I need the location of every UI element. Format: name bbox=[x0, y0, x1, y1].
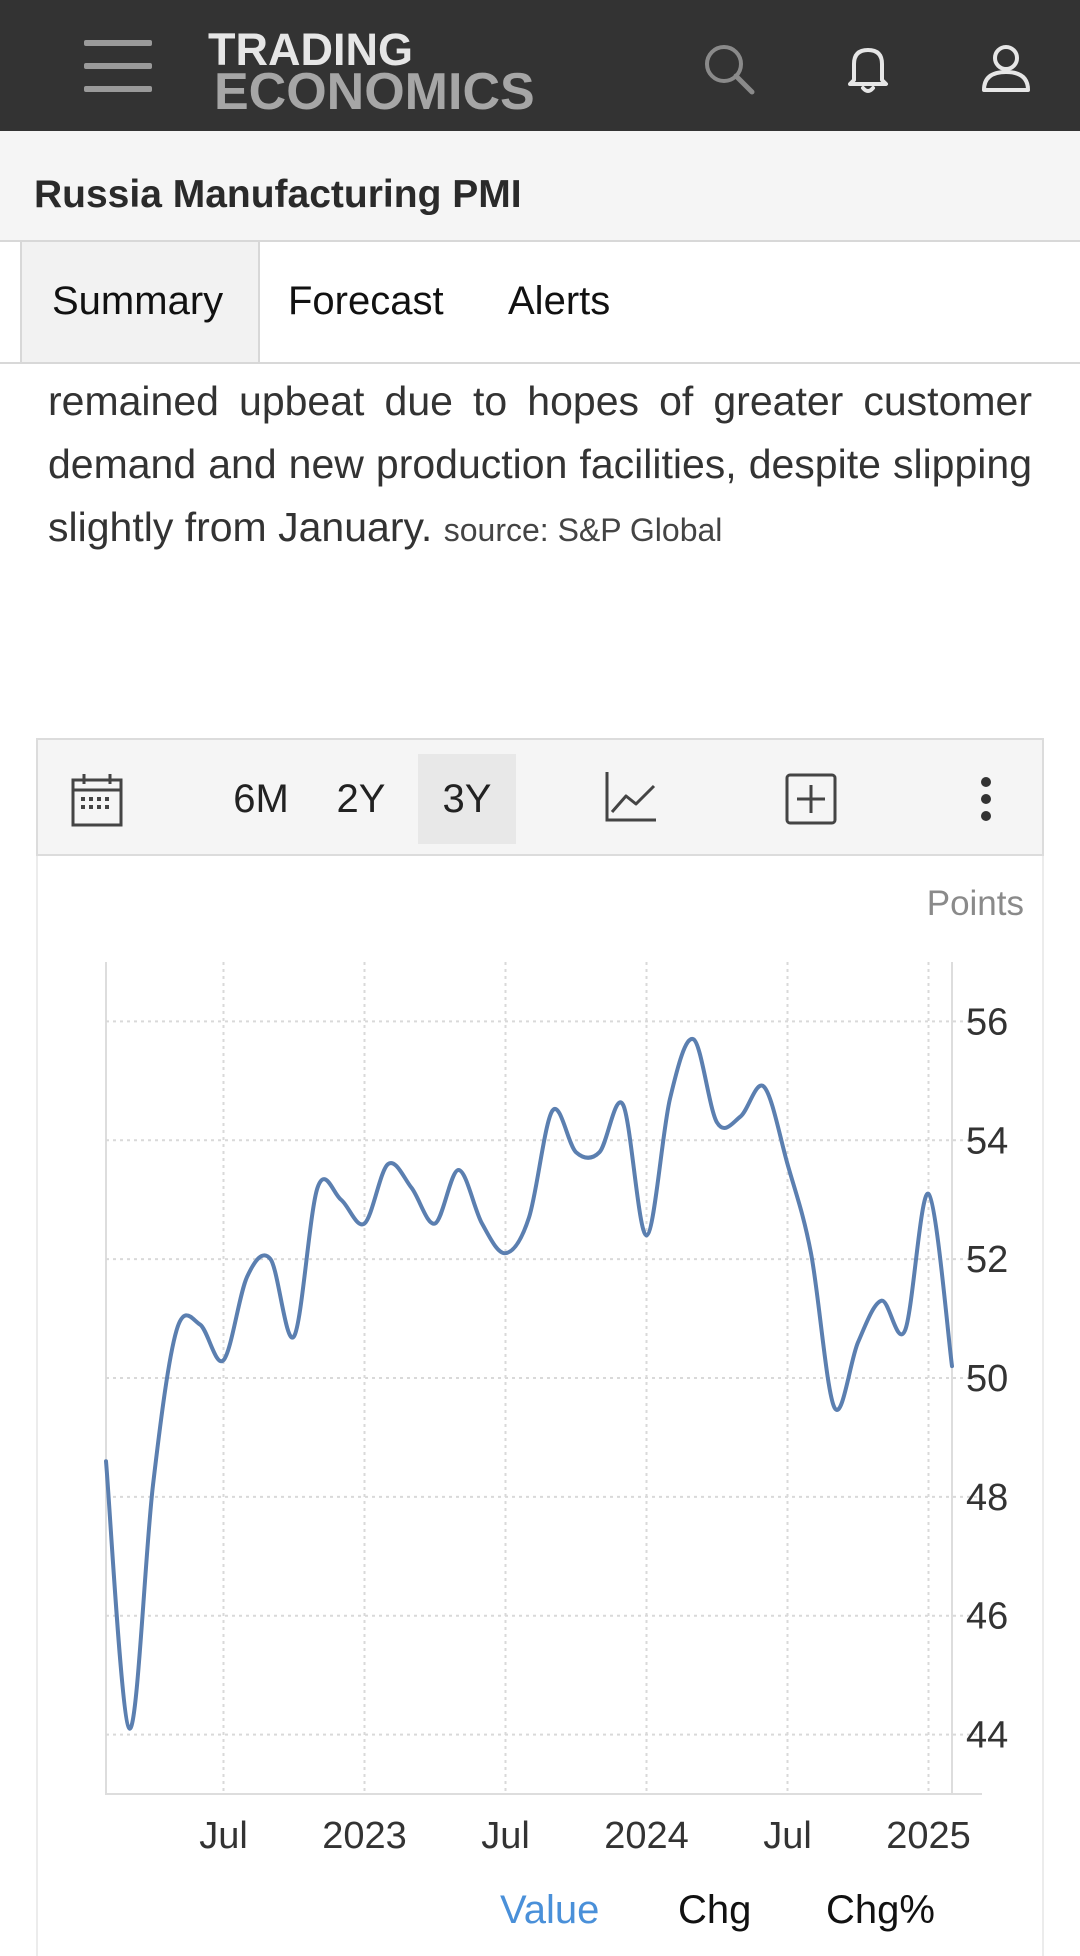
chart-type-line-icon[interactable] bbox=[604, 770, 658, 824]
search-icon[interactable] bbox=[700, 40, 756, 96]
page-title-bar: Russia Manufacturing PMI bbox=[0, 131, 1080, 242]
page-title: Russia Manufacturing PMI bbox=[34, 173, 522, 216]
range-3y-button[interactable]: 3Y bbox=[418, 754, 516, 844]
chart-panel: Points bbox=[36, 856, 1044, 1956]
tab-forecast[interactable]: Forecast bbox=[288, 279, 444, 323]
change-percent-toggle[interactable]: Chg% bbox=[826, 1888, 935, 1932]
change-toggle[interactable]: Chg bbox=[678, 1888, 752, 1932]
chart-units-label: Points bbox=[926, 884, 1024, 923]
summary-paragraph: remained upbeat due to hopes of greater … bbox=[48, 378, 1032, 550]
chart-toolbar: 6M 2Y 3Y bbox=[36, 738, 1044, 856]
hamburger-menu-icon[interactable] bbox=[84, 36, 152, 96]
calendar-icon[interactable] bbox=[70, 772, 124, 828]
tab-alerts[interactable]: Alerts bbox=[508, 279, 611, 323]
source-label: source: S&P Global bbox=[443, 512, 723, 548]
add-indicator-icon[interactable] bbox=[784, 772, 838, 826]
summary-text: remained upbeat due to hopes of greater … bbox=[48, 370, 1032, 562]
value-toggle[interactable]: Value bbox=[500, 1888, 600, 1932]
more-options-icon[interactable] bbox=[978, 776, 994, 822]
site-logo[interactable]: TRADING ECONOMICS bbox=[208, 24, 535, 121]
range-2y-button[interactable]: 2Y bbox=[336, 777, 386, 821]
logo-line-2: ECONOMICS bbox=[214, 63, 535, 121]
tab-summary[interactable]: Summary bbox=[20, 242, 260, 362]
bell-icon[interactable] bbox=[840, 40, 896, 96]
tab-bar: Summary Forecast Alerts bbox=[0, 242, 1080, 364]
top-navigation-bar: TRADING ECONOMICS bbox=[0, 0, 1080, 131]
logo-line-1: TRADING bbox=[208, 24, 413, 75]
range-6m-button[interactable]: 6M bbox=[233, 777, 289, 821]
user-account-icon[interactable] bbox=[978, 40, 1034, 96]
